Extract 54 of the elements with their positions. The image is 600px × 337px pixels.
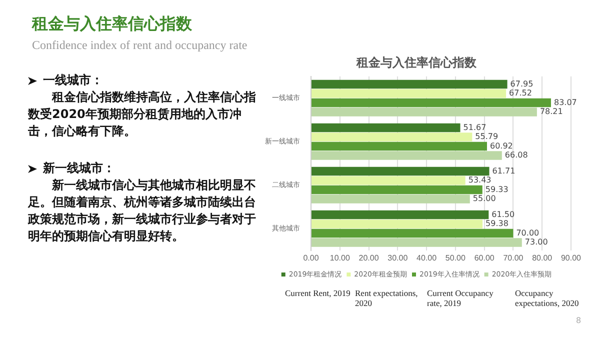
text: Current Occupancy rate, 2019 bbox=[427, 288, 494, 308]
x-tick-label: 30.00 bbox=[388, 253, 408, 262]
data-label: 83.07 bbox=[554, 98, 577, 107]
text: Rent expectations, 2020 bbox=[355, 288, 419, 308]
text: 租金与入住率信心指数 bbox=[356, 55, 478, 70]
bar bbox=[312, 228, 514, 238]
bar bbox=[312, 89, 506, 98]
bar bbox=[312, 123, 460, 132]
text: 新一线城市： bbox=[42, 160, 116, 177]
data-label: 78.21 bbox=[540, 107, 563, 116]
bar bbox=[312, 194, 470, 204]
bar bbox=[312, 185, 482, 194]
text: Occupancy expectations, 2020 bbox=[515, 288, 580, 308]
x-tick-label: 80.00 bbox=[532, 253, 553, 262]
bar bbox=[312, 176, 466, 185]
data-label: 55.79 bbox=[475, 132, 498, 142]
data-label: 67.52 bbox=[509, 88, 532, 98]
bar bbox=[312, 210, 489, 220]
text: 新一线城市信心与其他城市相比明显不足。但随着南京、杭州等诸多城市陆续出台政策规范市场，新一线城市行业参与者对于明年的预期信心有明显好转。 bbox=[28, 177, 257, 245]
x-tick-label: 60.00 bbox=[474, 253, 495, 262]
text: 一线城市： bbox=[42, 72, 104, 89]
bar bbox=[312, 108, 537, 116]
data-label: 59.33 bbox=[485, 184, 508, 194]
text: 租金信心指数维持高位，入住率信心指数受2020年预期部分租赁用地的入市冲击，信心略有下降。 bbox=[28, 89, 257, 140]
text: 租金与入住率信心指数 bbox=[32, 14, 192, 35]
x-tick-label: 20.00 bbox=[358, 253, 380, 262]
text: 8 bbox=[576, 316, 582, 325]
x-tick-label: 50.00 bbox=[445, 253, 466, 262]
x-tick-label: 90.00 bbox=[560, 253, 582, 262]
data-label: 60.92 bbox=[490, 141, 513, 150]
bar bbox=[312, 80, 508, 89]
text: Current Rent, 2019 bbox=[285, 288, 350, 298]
x-tick-label: 10.00 bbox=[330, 253, 350, 262]
data-label: 67.95 bbox=[510, 79, 534, 88]
data-label: 61.50 bbox=[492, 210, 515, 219]
data-label: 61.71 bbox=[492, 166, 516, 176]
x-tick-label: 70.00 bbox=[503, 253, 524, 262]
x-tick-label: 40.00 bbox=[416, 253, 438, 262]
data-label: 70.00 bbox=[516, 228, 540, 238]
bar bbox=[312, 132, 472, 142]
data-label: 55.00 bbox=[472, 194, 496, 204]
x-tick-label: 0.00 bbox=[303, 253, 320, 262]
data-label: 53.43 bbox=[468, 176, 492, 185]
bar bbox=[312, 142, 487, 151]
bar bbox=[312, 166, 490, 176]
text: Confidence index of rent and occupancy rate bbox=[32, 38, 248, 53]
bar bbox=[312, 238, 522, 247]
data-label: 51.67 bbox=[463, 122, 486, 132]
data-label: 73.00 bbox=[524, 238, 548, 247]
data-label: 66.08 bbox=[504, 150, 528, 160]
bar bbox=[312, 98, 551, 108]
bar bbox=[312, 151, 502, 160]
bar bbox=[312, 220, 483, 228]
data-label: 59.38 bbox=[486, 219, 508, 228]
